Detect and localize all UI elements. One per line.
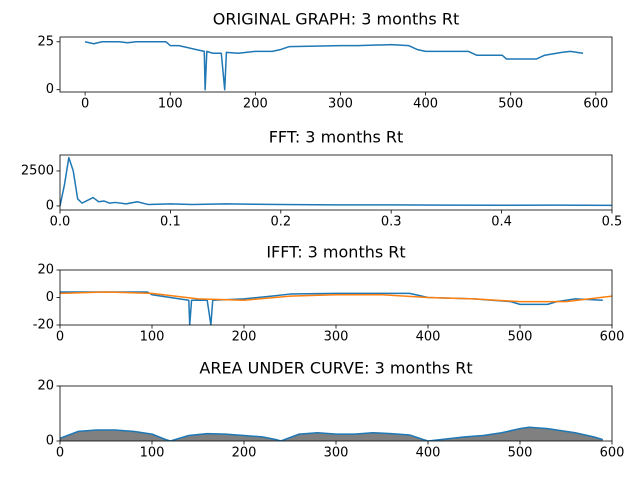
x-tick-label: 0 [56, 446, 64, 461]
y-tick-label: 0 [46, 82, 54, 97]
x-tick-label: 300 [324, 330, 349, 345]
data-line [84, 41, 584, 91]
chart-title: ORIGINAL GRAPH: 3 months Rt [213, 10, 459, 29]
x-tick-label: 0.0 [50, 215, 71, 230]
x-tick-label: 200 [232, 330, 257, 345]
y-tick-label: 0 [46, 434, 54, 449]
x-tick-label: 400 [413, 97, 438, 112]
y-tick-label: -20 [33, 318, 54, 333]
x-tick-label: 400 [416, 446, 441, 461]
y-tick-label: 20 [37, 263, 54, 278]
x-tick-label: 500 [508, 446, 533, 461]
x-tick-label: 100 [158, 97, 183, 112]
x-tick-label: 600 [600, 446, 625, 461]
chart-title: AREA UNDER CURVE: 3 months Rt [199, 359, 472, 378]
y-tick-label: 0 [46, 290, 54, 305]
x-tick-label: 300 [324, 446, 349, 461]
y-tick-label: 20 [37, 379, 54, 394]
x-tick-label: 100 [140, 446, 165, 461]
data-line [60, 426, 604, 441]
x-tick-label: 0 [81, 97, 89, 112]
axes-frame [59, 154, 613, 211]
data-line [60, 291, 603, 325]
x-tick-label: 100 [140, 330, 165, 345]
x-tick-label: 400 [416, 330, 441, 345]
x-tick-label: 600 [600, 330, 625, 345]
x-tick-label: 0.5 [602, 215, 623, 230]
chart-title: FFT: 3 months Rt [269, 128, 404, 147]
data-line [60, 291, 612, 303]
axes-frame [59, 269, 613, 326]
x-tick-label: 500 [508, 330, 533, 345]
data-line [60, 156, 612, 207]
x-tick-label: 0.4 [491, 215, 512, 230]
y-tick-label: 2500 [21, 163, 54, 178]
x-tick-label: 0.1 [160, 215, 181, 230]
axes-frame [59, 36, 613, 93]
x-tick-label: 500 [498, 97, 523, 112]
x-tick-label: 0 [56, 330, 64, 345]
x-tick-label: 600 [583, 97, 608, 112]
x-tick-label: 200 [243, 97, 268, 112]
chart-title: IFFT: 3 months Rt [266, 243, 405, 262]
y-tick-label: 0 [46, 198, 54, 213]
x-tick-label: 0.2 [270, 215, 291, 230]
x-tick-label: 0.3 [381, 215, 402, 230]
y-tick-label: 25 [37, 34, 54, 49]
x-tick-label: 300 [328, 97, 353, 112]
x-tick-label: 200 [232, 446, 257, 461]
